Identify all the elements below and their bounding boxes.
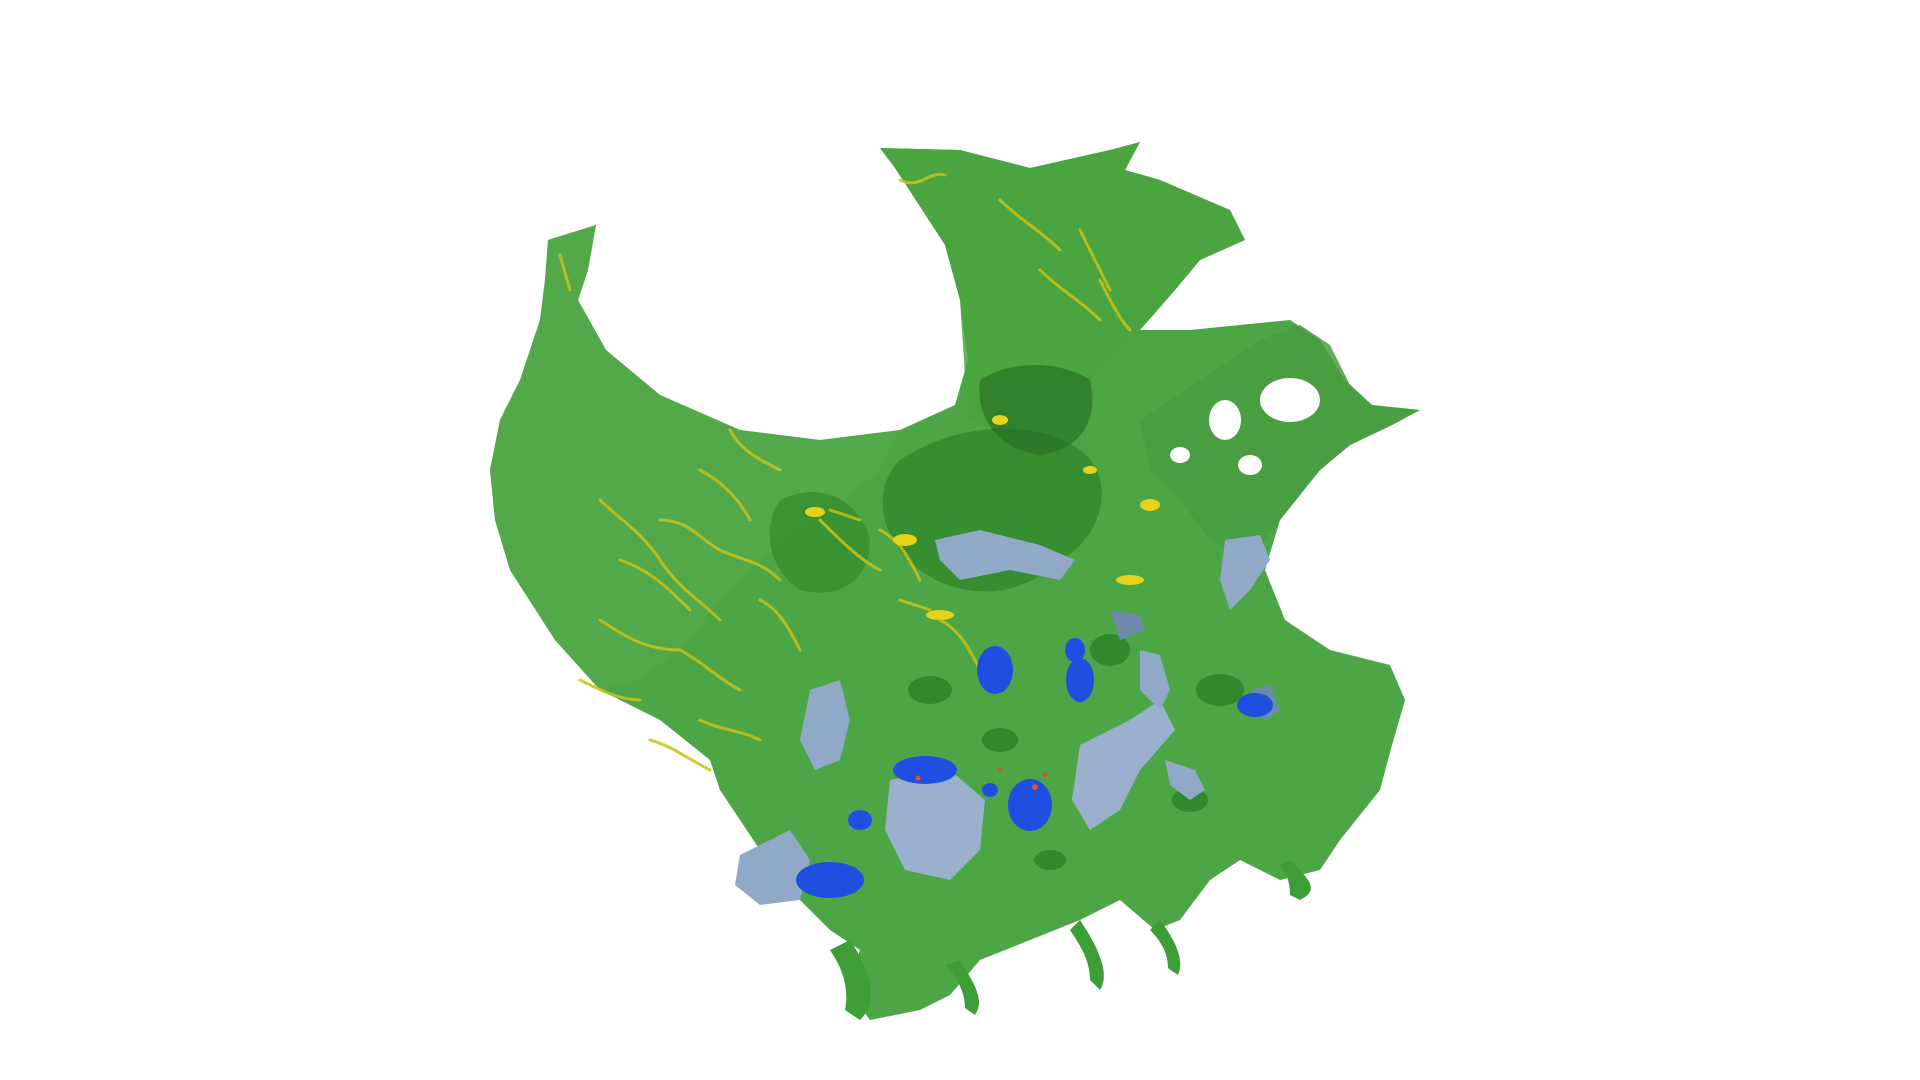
blue-organelles xyxy=(796,638,1273,898)
red-markers xyxy=(915,768,1048,790)
mitochondria-network xyxy=(558,172,1132,772)
light-blue-vesicles xyxy=(735,530,1280,905)
cell-membrane-surface xyxy=(490,142,1420,1020)
mitochondria-bright xyxy=(805,415,1160,620)
